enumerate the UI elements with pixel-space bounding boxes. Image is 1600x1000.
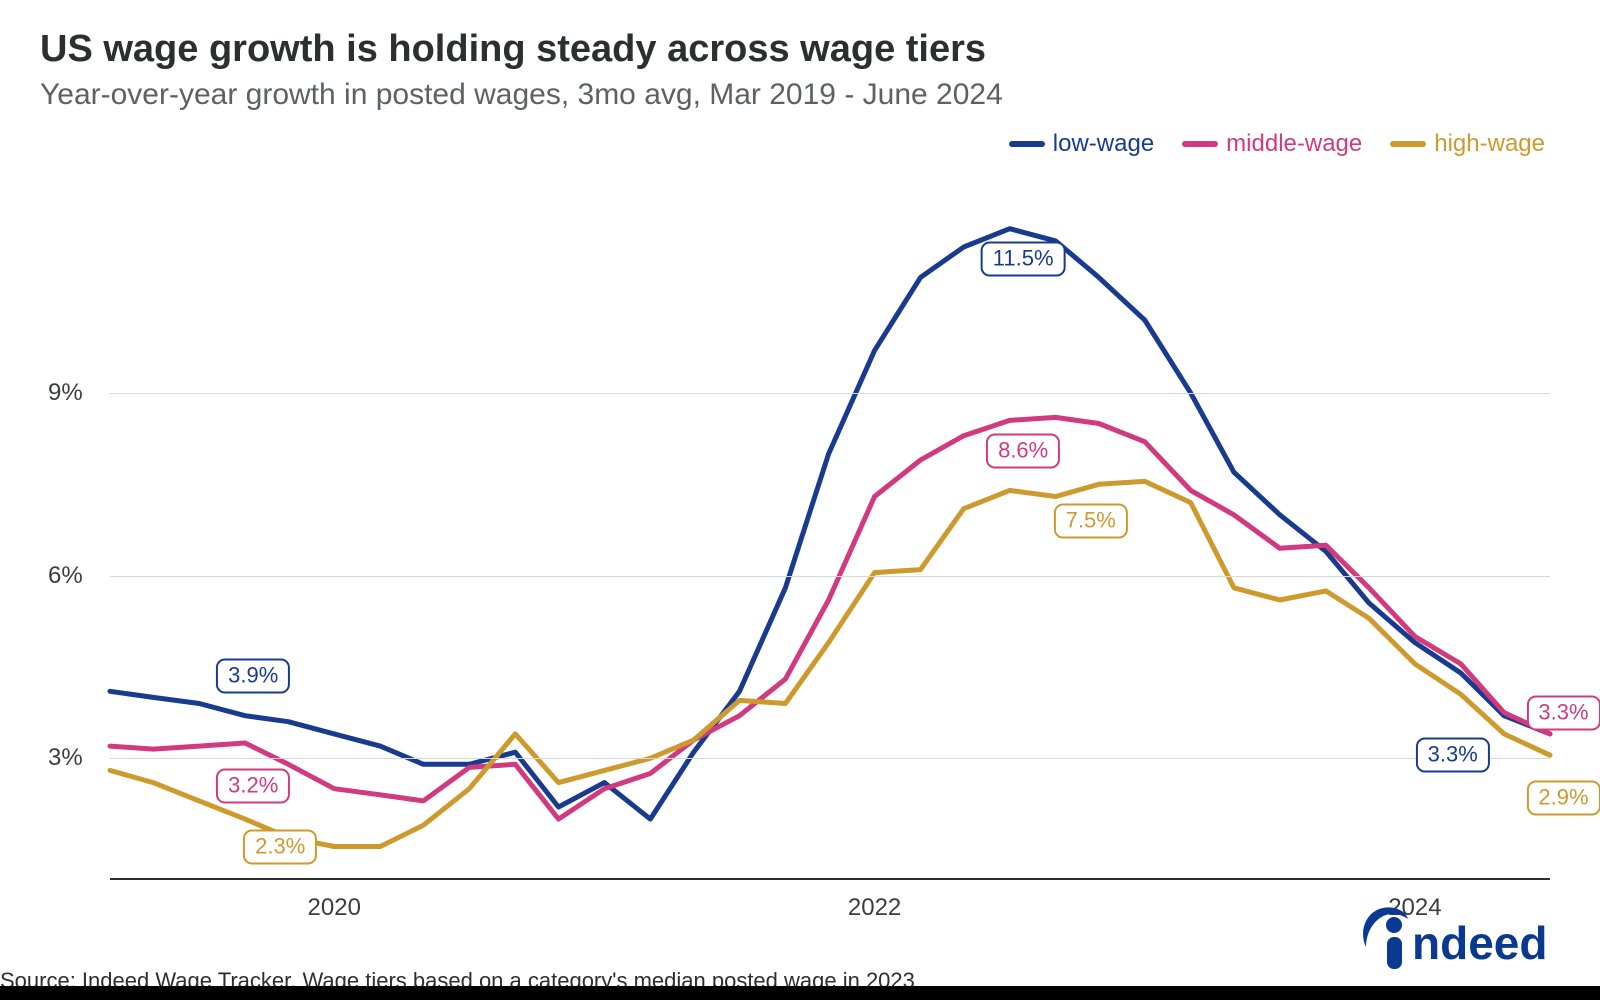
value-callout: 11.5% bbox=[981, 242, 1066, 277]
value-callout: 2.3% bbox=[243, 829, 317, 864]
bottom-black-strip bbox=[0, 986, 1600, 1000]
y-axis-label: 6% bbox=[48, 562, 83, 590]
legend-label: high-wage bbox=[1434, 130, 1545, 158]
value-callout: 3.3% bbox=[1526, 695, 1600, 730]
line-series-low-wage bbox=[110, 229, 1550, 819]
value-callout: 8.6% bbox=[986, 433, 1060, 468]
line-series-svg bbox=[110, 180, 1550, 880]
legend-label: low-wage bbox=[1053, 130, 1154, 158]
svg-text:ndeed: ndeed bbox=[1412, 917, 1547, 969]
legend-swatch bbox=[1182, 141, 1218, 147]
plot-area: 3%6%9%2020202220243.9%3.2%2.3%11.5%8.6%7… bbox=[110, 180, 1550, 880]
legend: low-wage middle-wage high-wage bbox=[1009, 130, 1545, 158]
legend-label: middle-wage bbox=[1226, 130, 1362, 158]
line-series-high-wage bbox=[110, 481, 1550, 846]
indeed-logo: ndeed bbox=[1350, 907, 1550, 974]
legend-item: high-wage bbox=[1390, 130, 1545, 158]
y-axis-label: 3% bbox=[48, 744, 83, 772]
legend-swatch bbox=[1009, 141, 1045, 147]
value-callout: 3.2% bbox=[216, 768, 290, 803]
value-callout: 3.9% bbox=[216, 659, 290, 694]
value-callout: 3.3% bbox=[1416, 738, 1490, 773]
y-gridline bbox=[110, 758, 1550, 759]
legend-swatch bbox=[1390, 141, 1426, 147]
chart-title: US wage growth is holding steady across … bbox=[40, 28, 1560, 72]
x-axis-label: 2020 bbox=[308, 894, 361, 922]
y-gridline bbox=[110, 393, 1550, 394]
chart-subtitle: Year-over-year growth in posted wages, 3… bbox=[40, 78, 1560, 112]
chart-container: US wage growth is holding steady across … bbox=[0, 0, 1600, 1000]
value-callout: 2.9% bbox=[1526, 780, 1600, 815]
x-axis-label: 2022 bbox=[848, 894, 901, 922]
value-callout: 7.5% bbox=[1054, 503, 1128, 538]
legend-item: low-wage bbox=[1009, 130, 1154, 158]
y-gridline bbox=[110, 576, 1550, 577]
legend-item: middle-wage bbox=[1182, 130, 1362, 158]
y-axis-label: 9% bbox=[48, 379, 83, 407]
